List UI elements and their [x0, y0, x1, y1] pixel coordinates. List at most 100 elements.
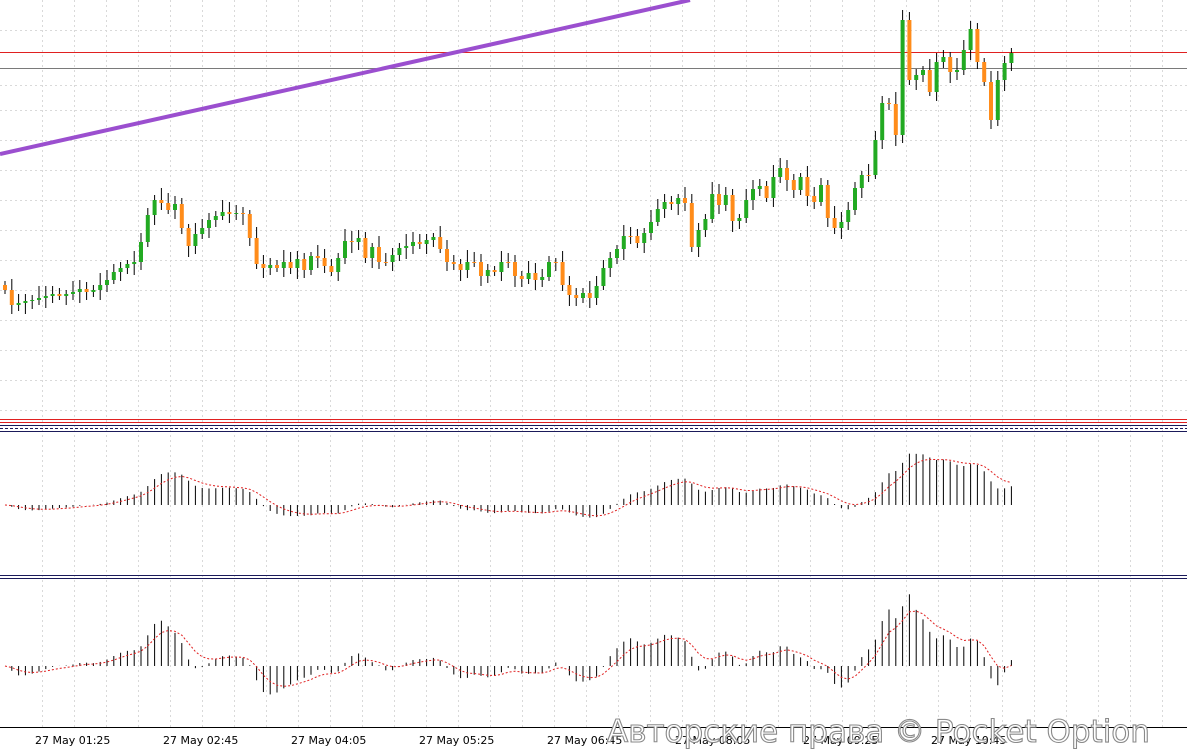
candlestick — [615, 245, 619, 264]
candle-body — [887, 103, 891, 104]
candle-body — [268, 265, 273, 268]
candle-body — [50, 294, 55, 296]
candlestick — [309, 252, 313, 275]
candlestick — [220, 200, 225, 220]
candle-body — [30, 300, 35, 301]
oscillator-panel-2 — [4, 594, 1012, 695]
candlestick — [302, 253, 307, 278]
candlestick — [275, 260, 279, 272]
candlestick — [717, 184, 721, 214]
candle-body — [479, 262, 483, 276]
candle-body — [37, 298, 41, 300]
candlestick — [43, 286, 48, 308]
candlestick — [594, 276, 599, 305]
candle-body — [254, 238, 259, 264]
x-tick-label: 27 May 05:25 — [419, 734, 494, 747]
candlestick — [363, 232, 368, 263]
candle-body — [825, 185, 830, 218]
candlestick — [798, 173, 803, 195]
candle-body — [71, 292, 75, 294]
candle-body — [193, 234, 198, 246]
candle-body — [553, 262, 558, 263]
candle-body — [798, 177, 803, 190]
candlestick — [846, 202, 851, 230]
candle-body — [642, 233, 647, 243]
candle-body — [356, 238, 361, 242]
candlestick — [921, 66, 925, 82]
candlestick — [329, 259, 334, 276]
candle-body — [703, 219, 708, 230]
candlestick — [343, 229, 347, 264]
candle-body — [900, 20, 905, 135]
candle-body — [118, 268, 123, 272]
candle-body — [710, 194, 715, 219]
candlestick — [57, 288, 62, 300]
candle-body — [506, 262, 511, 263]
candle-body — [581, 293, 585, 298]
candlestick — [1002, 56, 1007, 91]
candle-body — [227, 212, 232, 214]
candlestick — [145, 208, 150, 247]
x-tick-label: 27 May 10:45 — [931, 734, 1006, 747]
candlestick — [23, 294, 28, 314]
candle-body — [9, 290, 14, 305]
candlestick — [737, 214, 742, 229]
candlestick-series — [3, 10, 1014, 314]
candlestick — [64, 290, 69, 305]
candle-body — [472, 262, 477, 263]
candlestick — [703, 214, 708, 237]
candlestick — [825, 180, 830, 227]
x-tick-label: 27 May 06:45 — [547, 734, 622, 747]
oscillator-panel-1 — [4, 453, 1012, 518]
candlestick — [336, 253, 341, 281]
candlestick — [587, 281, 592, 308]
candlestick — [438, 226, 443, 253]
candle-body — [621, 236, 626, 249]
candle-body — [791, 180, 796, 190]
candle-body — [757, 186, 762, 189]
candlestick — [71, 281, 75, 300]
candle-body — [730, 195, 735, 221]
candlestick — [492, 266, 497, 276]
candle-body — [315, 256, 320, 258]
candlestick — [139, 233, 143, 270]
candlestick — [479, 254, 483, 286]
candlestick — [91, 285, 96, 297]
candle-body — [921, 70, 925, 75]
candle-body — [785, 168, 789, 180]
candlestick — [247, 210, 252, 246]
candle-body — [941, 57, 946, 62]
candlestick — [574, 288, 579, 306]
candlestick — [1009, 48, 1014, 71]
candle-body — [159, 200, 164, 203]
candlestick — [254, 227, 259, 269]
candlestick — [125, 260, 130, 274]
candlestick — [295, 251, 300, 279]
candle-body — [200, 228, 205, 234]
candle-body — [832, 218, 837, 228]
candle-body — [547, 262, 551, 277]
x-tick-label: 27 May 09:25 — [803, 734, 878, 747]
candle-body — [771, 177, 776, 198]
candle-body — [139, 242, 143, 262]
x-tick-label: 27 May 01:25 — [35, 734, 110, 747]
candlestick — [50, 286, 55, 303]
panel-separators — [0, 419, 1187, 728]
candlestick — [560, 251, 565, 291]
candlestick — [601, 260, 606, 290]
candlestick — [880, 96, 885, 149]
candle-body — [173, 204, 177, 210]
main-price-panel — [0, 0, 1187, 314]
candlestick — [689, 194, 694, 252]
candlestick — [608, 252, 613, 277]
candle-body — [438, 237, 443, 249]
candlestick — [213, 211, 218, 227]
candlestick — [968, 21, 973, 60]
candlestick — [111, 264, 116, 284]
candlestick — [567, 276, 572, 306]
candle-body — [846, 210, 851, 222]
candle-body — [417, 242, 422, 244]
candle-body — [649, 222, 653, 233]
candlestick — [723, 187, 728, 211]
